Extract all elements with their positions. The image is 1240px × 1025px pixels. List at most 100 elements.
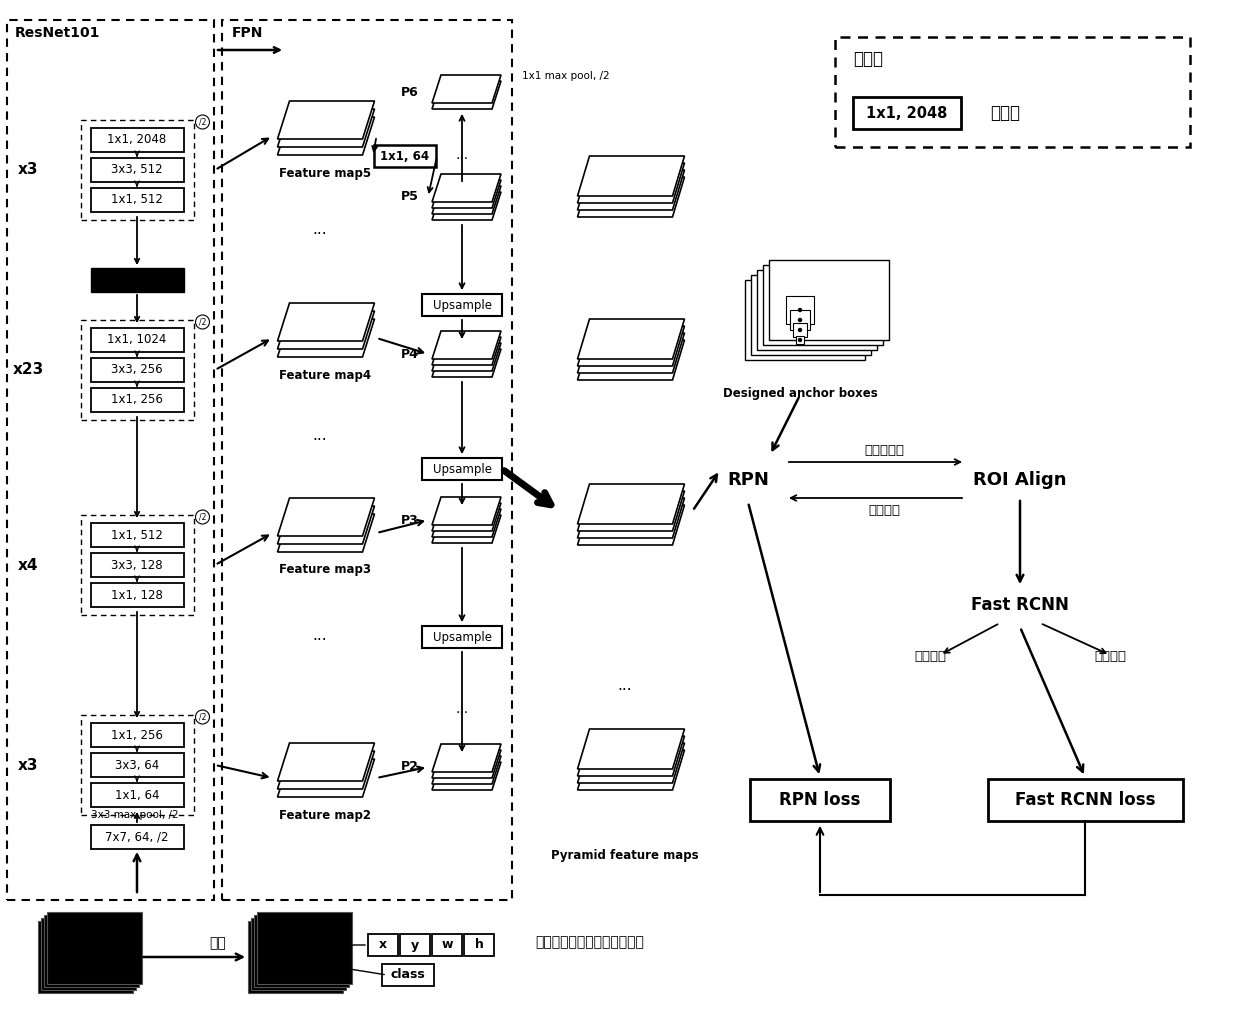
Bar xyxy=(91,158,184,182)
Bar xyxy=(422,294,502,316)
Bar xyxy=(257,912,351,984)
Text: Upsample: Upsample xyxy=(433,630,491,644)
Text: P3: P3 xyxy=(401,514,419,527)
Text: P2: P2 xyxy=(401,761,419,774)
Text: x3: x3 xyxy=(17,757,38,773)
Bar xyxy=(91,268,184,292)
Text: 1x1, 512: 1x1, 512 xyxy=(112,194,162,206)
Text: 1x1 max pool, /2: 1x1 max pool, /2 xyxy=(522,71,610,81)
Polygon shape xyxy=(578,326,684,366)
Text: Feature map2: Feature map2 xyxy=(279,809,371,821)
Bar xyxy=(432,934,463,956)
Circle shape xyxy=(799,319,801,322)
Text: Designed anchor boxes: Designed anchor boxes xyxy=(723,386,878,400)
Text: ResNet101: ResNet101 xyxy=(15,26,100,40)
Polygon shape xyxy=(432,497,501,525)
Bar xyxy=(786,296,813,324)
Bar xyxy=(81,715,193,815)
Bar xyxy=(368,934,398,956)
Polygon shape xyxy=(578,177,684,217)
Bar xyxy=(91,328,184,352)
Bar xyxy=(401,934,430,956)
Bar xyxy=(374,145,436,167)
Bar xyxy=(81,320,193,420)
Bar xyxy=(91,128,184,152)
Polygon shape xyxy=(432,186,501,214)
Bar xyxy=(81,515,193,615)
Polygon shape xyxy=(578,750,684,790)
Text: P6: P6 xyxy=(401,85,419,98)
Polygon shape xyxy=(578,163,684,203)
Bar xyxy=(422,626,502,648)
Polygon shape xyxy=(432,174,501,202)
Text: 前背景分类: 前背景分类 xyxy=(864,444,904,456)
Polygon shape xyxy=(432,509,501,537)
Bar xyxy=(91,783,184,807)
Polygon shape xyxy=(578,170,684,210)
Text: 3x3 max pool, /2: 3x3 max pool, /2 xyxy=(92,810,179,820)
Bar xyxy=(769,260,889,340)
Bar xyxy=(91,358,184,382)
Polygon shape xyxy=(432,192,501,220)
Text: P5: P5 xyxy=(401,191,419,204)
Bar xyxy=(464,934,494,956)
Text: ...: ... xyxy=(455,702,469,716)
Text: h: h xyxy=(475,939,484,951)
Bar xyxy=(7,20,215,900)
Text: Upsample: Upsample xyxy=(433,298,491,312)
Text: ...: ... xyxy=(312,427,327,443)
Text: 训练时更新权重以最小化损失: 训练时更新权重以最小化损失 xyxy=(536,935,645,949)
Text: 1x1, 64: 1x1, 64 xyxy=(115,788,159,802)
Bar xyxy=(81,120,193,220)
Polygon shape xyxy=(278,311,374,348)
Polygon shape xyxy=(278,758,374,797)
Polygon shape xyxy=(278,506,374,544)
Text: 位置回归: 位置回归 xyxy=(1094,651,1126,663)
Circle shape xyxy=(196,710,210,724)
Text: RPN: RPN xyxy=(727,472,769,489)
Polygon shape xyxy=(578,491,684,531)
Text: 1x1, 2048: 1x1, 2048 xyxy=(108,133,166,147)
Text: 图例：: 图例： xyxy=(853,50,883,68)
Bar xyxy=(91,554,184,577)
Text: ...: ... xyxy=(312,222,327,238)
Text: Fast RCNN: Fast RCNN xyxy=(971,596,1069,614)
Text: Fast RCNN loss: Fast RCNN loss xyxy=(1014,791,1156,809)
Text: x4: x4 xyxy=(17,558,38,573)
Polygon shape xyxy=(432,180,501,208)
Text: 标注: 标注 xyxy=(210,936,227,950)
Bar xyxy=(91,583,184,607)
Polygon shape xyxy=(578,319,684,359)
Text: Upsample: Upsample xyxy=(433,462,491,476)
Polygon shape xyxy=(278,743,374,781)
Bar xyxy=(750,779,890,821)
Polygon shape xyxy=(578,498,684,538)
Bar xyxy=(763,265,883,345)
Text: 3x3, 64: 3x3, 64 xyxy=(115,758,159,772)
Text: x3: x3 xyxy=(17,163,38,177)
Polygon shape xyxy=(278,514,374,552)
Polygon shape xyxy=(278,303,374,341)
Text: /2: /2 xyxy=(198,512,206,522)
Circle shape xyxy=(799,328,801,331)
Bar xyxy=(91,188,184,212)
Text: class: class xyxy=(391,969,425,982)
Polygon shape xyxy=(578,333,684,373)
Bar xyxy=(987,779,1183,821)
Text: 1x1, 256: 1x1, 256 xyxy=(112,729,162,741)
Text: /2: /2 xyxy=(198,118,206,126)
Text: y: y xyxy=(410,939,419,951)
Text: RPN loss: RPN loss xyxy=(779,791,861,809)
Text: 3x3, 512: 3x3, 512 xyxy=(112,164,162,176)
Text: 3x3, 256: 3x3, 256 xyxy=(112,364,162,376)
Polygon shape xyxy=(278,319,374,357)
Polygon shape xyxy=(432,348,501,377)
Polygon shape xyxy=(432,750,501,778)
Bar xyxy=(43,915,139,987)
Text: 卷积层: 卷积层 xyxy=(990,104,1021,122)
Text: 1x1, 512: 1x1, 512 xyxy=(112,529,162,541)
Text: ...: ... xyxy=(618,678,632,693)
Bar xyxy=(91,723,184,747)
Text: x23: x23 xyxy=(12,363,43,377)
Text: ROI Align: ROI Align xyxy=(973,472,1066,489)
